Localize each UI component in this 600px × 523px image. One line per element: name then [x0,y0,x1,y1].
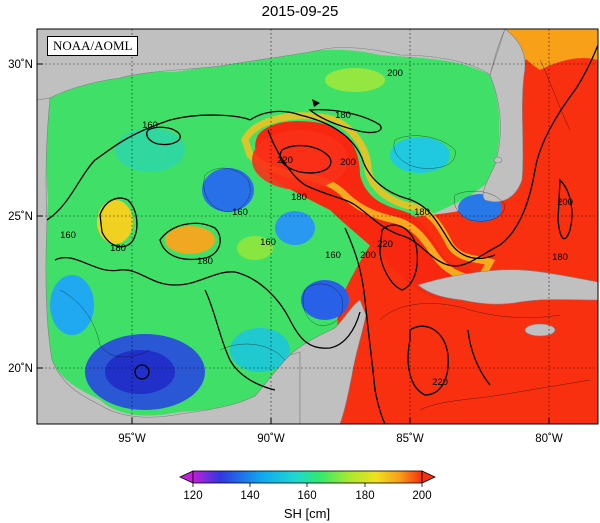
contour-lines [46,44,598,424]
contour-label: 220 [377,239,393,250]
loop-current-marker [312,99,320,107]
contour-label: 180 [414,207,430,218]
colorbar-label: SH [cm] [284,506,330,521]
contour-label: 220 [277,155,293,166]
contour-label: 180 [291,192,307,203]
y-tick-label: 25˚N [8,211,33,223]
colorbar-tick: 140 [240,490,259,502]
contour-label: 180 [335,110,351,121]
x-tick-label: 85˚W [396,433,424,445]
contour-label: 200 [387,68,403,79]
contour-labels: 160 160 160 160 180 180 180 180 180 200 … [60,68,573,388]
colorbar-gradient [192,470,423,484]
colorbar-max-arrow [421,470,436,484]
colorbar-tick: 120 [183,490,202,502]
colorbar-tick: 200 [412,490,431,502]
y-tick-label: 30˚N [8,59,33,71]
x-tick-label: 80˚W [535,433,563,445]
contour-label: 200 [557,197,573,208]
minor-contours [59,59,591,411]
contour-label: 200 [340,157,356,168]
contour-label: 160 [325,250,341,261]
colorbar: 120 140 160 180 200 SH [cm] [179,470,436,521]
colorbar-min-arrow [179,470,194,484]
contour-label: 180 [197,256,213,267]
colorbar-tick: 160 [297,490,316,502]
x-tick-label: 90˚W [257,433,285,445]
map-title: 2015-09-25 [261,3,339,20]
tick-marks [37,63,550,424]
contour-label: 160 [142,120,158,131]
agency-label: NOAA/AOML [47,36,139,56]
contour-label: 160 [232,207,248,218]
land-masses [37,29,598,424]
y-tick-label: 20˚N [8,363,33,375]
contour-label: 220 [432,377,448,388]
graticule [37,29,598,424]
contour-label: 160 [60,230,76,241]
sea-height-field [45,30,598,424]
colorbar-tick: 180 [355,490,374,502]
x-tick-label: 95˚W [118,433,146,445]
contour-label: 160 [260,237,276,248]
plot-frame [36,28,599,425]
contour-label: 180 [110,243,126,254]
contour-label: 200 [360,250,376,261]
contour-label: 180 [552,252,568,263]
